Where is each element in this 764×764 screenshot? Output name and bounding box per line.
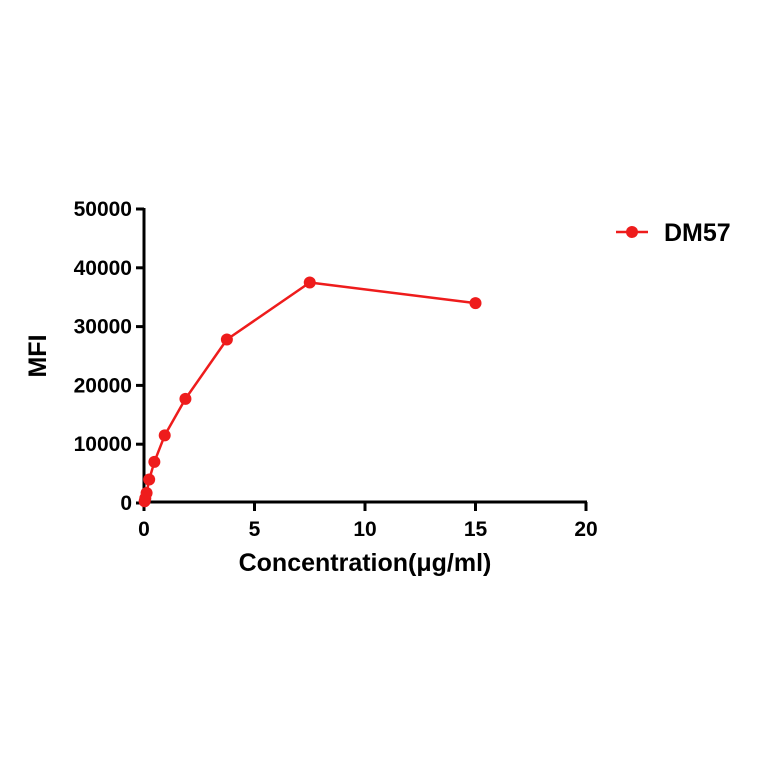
legend: DM57	[616, 219, 731, 247]
data-point	[143, 473, 156, 486]
x-tick-label: 20	[574, 518, 597, 541]
data-point	[148, 455, 161, 468]
y-tick-label: 40000	[74, 257, 132, 280]
y-axis: 0 10000 20000 30000 40000 50000	[74, 198, 146, 515]
y-tick-label: 50000	[74, 198, 132, 221]
data-point	[179, 392, 192, 405]
y-tick-label: 20000	[74, 374, 132, 397]
x-tick-label: 15	[464, 518, 488, 541]
data-point	[220, 333, 233, 346]
legend-marker-icon	[626, 226, 638, 238]
x-axis: 0 5 10 15 20	[138, 500, 598, 541]
x-tick-label: 5	[249, 518, 261, 541]
y-tick-label: 30000	[74, 316, 132, 339]
data-point	[303, 276, 316, 289]
data-point	[158, 429, 171, 442]
plot-area	[138, 276, 482, 508]
y-tick-label: 0	[120, 492, 132, 515]
data-point	[140, 487, 153, 500]
y-axis-title: MFI	[24, 334, 52, 377]
legend-label: DM57	[664, 219, 731, 247]
x-tick-label: 10	[353, 518, 376, 541]
y-tick-label: 10000	[74, 433, 132, 456]
data-point	[469, 297, 482, 310]
x-tick-label: 0	[138, 518, 150, 541]
x-axis-title: Concentration(μg/ml)	[239, 549, 492, 577]
series-line	[143, 281, 476, 502]
